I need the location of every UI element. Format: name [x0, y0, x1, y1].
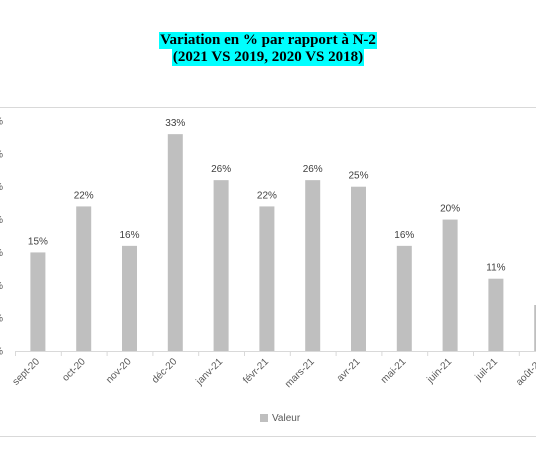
data-label: 33%	[165, 118, 185, 129]
x-tick-label: oct-20	[60, 356, 88, 384]
y-tick-label: %	[0, 149, 3, 160]
bar	[76, 206, 92, 351]
chart-title-line-2: (2021 VS 2019, 2020 VS 2018)	[171, 49, 365, 66]
data-label: 16%	[119, 230, 139, 241]
bar	[213, 180, 229, 351]
bar	[351, 186, 366, 351]
legend-label: Valeur	[272, 412, 301, 424]
y-tick-label: %	[0, 281, 3, 292]
bar	[259, 206, 275, 351]
y-tick-label: %	[0, 117, 3, 128]
x-tick-label: juin-21	[425, 356, 455, 386]
bar	[167, 134, 183, 351]
chart-title-line-1: Variation en % par rapport à N-2	[159, 32, 377, 49]
bar	[305, 180, 321, 351]
y-tick-label: %	[0, 314, 3, 325]
data-label: 20%	[440, 204, 460, 215]
chart-area	[0, 107, 536, 437]
y-tick-label: %	[0, 248, 3, 259]
x-tick-label: nov-20	[104, 356, 134, 386]
chart-title: Variation en % par rapport à N-2 (2021 V…	[0, 32, 536, 66]
y-tick-label: %	[0, 182, 3, 193]
chart-legend: Valeur	[260, 411, 300, 425]
data-label: 22%	[257, 190, 277, 201]
data-label: 16%	[394, 230, 414, 241]
data-label: 26%	[303, 164, 323, 175]
x-tick-label: juil-21	[473, 356, 501, 384]
x-tick-label: janv-21	[194, 356, 226, 388]
x-tick-label: mai-21	[379, 356, 409, 386]
bar	[534, 305, 536, 351]
data-label: 22%	[74, 190, 94, 201]
data-label: 11%	[486, 263, 505, 274]
x-tick-label: mars-21	[283, 356, 317, 390]
data-label: 25%	[348, 171, 368, 182]
legend-swatch	[260, 414, 268, 422]
x-tick-label: avr-21	[335, 356, 363, 384]
y-tick-label: %	[0, 347, 3, 358]
bar	[396, 245, 412, 351]
x-tick-label: févr-21	[241, 356, 271, 386]
data-label: 26%	[211, 164, 231, 175]
x-tick-label: août-21	[514, 356, 536, 388]
x-tick-label: sept-20	[11, 356, 43, 388]
bar	[442, 219, 458, 351]
bar	[122, 245, 137, 351]
y-tick-label: %	[0, 215, 3, 226]
x-tick-label: déc-20	[150, 356, 180, 386]
data-label: 15%	[28, 236, 48, 247]
bar	[30, 252, 46, 351]
bar	[488, 278, 504, 351]
